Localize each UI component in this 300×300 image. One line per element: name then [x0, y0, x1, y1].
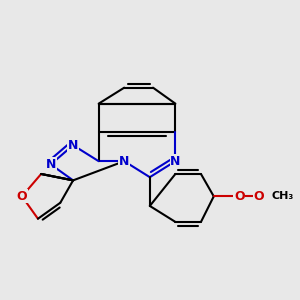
Text: O: O [16, 190, 27, 203]
Text: N: N [68, 139, 78, 152]
Text: O: O [253, 190, 264, 203]
Text: N: N [119, 155, 129, 168]
Text: N: N [46, 158, 56, 171]
Text: N: N [170, 155, 181, 168]
Text: O: O [234, 190, 244, 203]
Text: CH₃: CH₃ [271, 191, 293, 201]
